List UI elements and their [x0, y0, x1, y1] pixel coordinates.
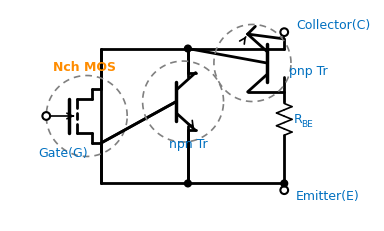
- Circle shape: [185, 180, 191, 187]
- Text: R: R: [294, 113, 303, 126]
- Circle shape: [280, 186, 288, 194]
- Text: Emitter(E): Emitter(E): [296, 190, 359, 203]
- Circle shape: [281, 180, 288, 187]
- Text: pnp Tr: pnp Tr: [289, 64, 328, 78]
- Circle shape: [185, 45, 191, 52]
- Text: npn Tr: npn Tr: [169, 138, 207, 151]
- Text: Nch MOS: Nch MOS: [53, 61, 116, 74]
- Text: Collector(C): Collector(C): [296, 19, 370, 32]
- Circle shape: [42, 112, 50, 120]
- Text: BE: BE: [301, 120, 313, 129]
- Circle shape: [280, 28, 288, 36]
- Text: Gate(G): Gate(G): [38, 147, 88, 160]
